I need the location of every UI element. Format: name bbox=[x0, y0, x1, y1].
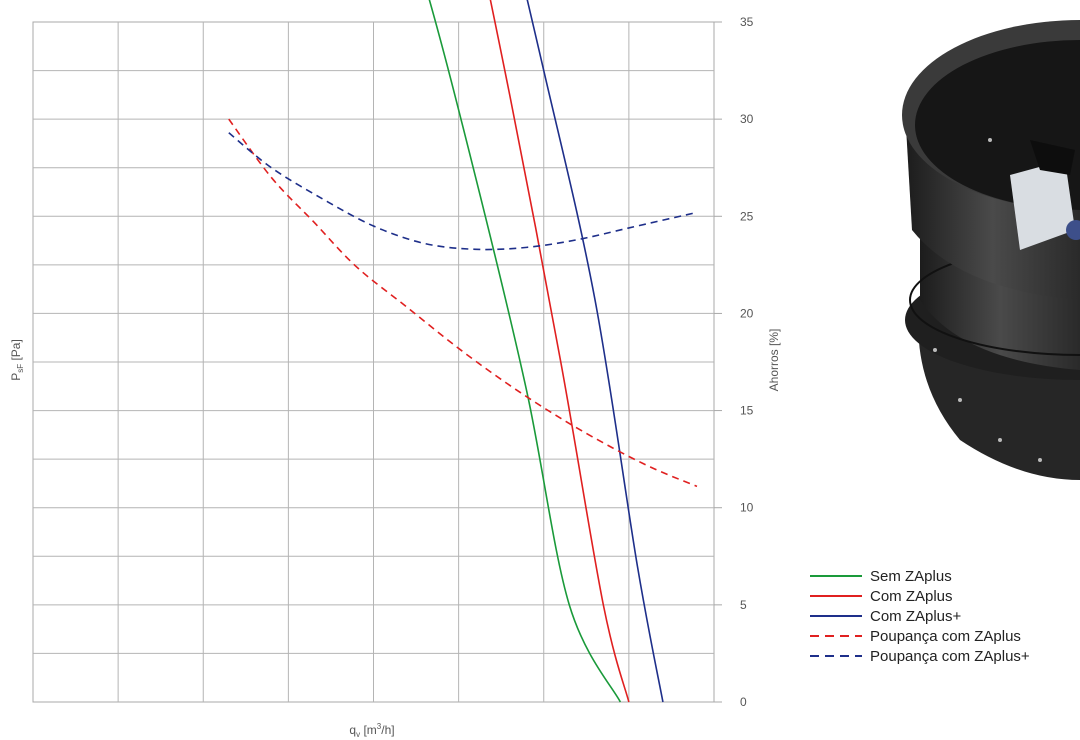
legend-label: Sem ZAplus bbox=[870, 567, 952, 585]
legend-item: Com ZAplus+ bbox=[808, 606, 1030, 626]
chart-legend: Sem ZAplus Com ZAplus Com ZAplus+ Poupança … bbox=[808, 566, 1030, 666]
y-axis-title-left: PsF [Pa] bbox=[9, 339, 25, 381]
legend-item: Poupança com ZAplus+ bbox=[808, 646, 1030, 666]
legend-swatch bbox=[810, 635, 862, 637]
legend-label: Poupança com ZAplus+ bbox=[870, 647, 1030, 665]
legend-label: Com ZAplus+ bbox=[870, 607, 962, 625]
right-axis-tick-label: 30 bbox=[740, 112, 754, 126]
x-axis-title: qv [m3/h] bbox=[349, 722, 394, 739]
y-axis-title-right: Ahorros [%] bbox=[767, 329, 781, 392]
legend-swatch bbox=[810, 615, 862, 617]
legend-item: Sem ZAplus bbox=[808, 566, 1030, 586]
legend-item: Com ZAplus bbox=[808, 586, 1030, 606]
series-line-com-zaplus bbox=[489, 0, 630, 703]
legend-label: Poupança com ZAplus bbox=[870, 627, 1021, 645]
legend-swatch bbox=[810, 655, 862, 657]
right-axis-tick-label: 25 bbox=[740, 209, 754, 223]
right-axis-tick-label: 5 bbox=[740, 598, 747, 612]
right-axis-tick-label: 10 bbox=[740, 501, 754, 515]
legend-swatch bbox=[810, 595, 862, 597]
performance-chart: 0 5 10 15 20 25 30 35 PsF [Pa] Ahorros [%] qv [… bbox=[9, 0, 781, 739]
right-axis-tick-label: 0 bbox=[740, 695, 747, 709]
chart-grid bbox=[32, 21, 715, 703]
chart-series bbox=[228, 0, 698, 703]
right-axis-tick-label: 35 bbox=[740, 15, 754, 29]
series-line-com-zaplus-plus bbox=[526, 0, 664, 703]
fan-product-image bbox=[900, 0, 1080, 490]
right-axis-ticks: 0 5 10 15 20 25 30 35 bbox=[714, 15, 754, 709]
legend-item: Poupança com ZAplus bbox=[808, 626, 1030, 646]
right-axis-tick-label: 20 bbox=[740, 306, 754, 320]
series-line-poupanca-com-zaplus-plus bbox=[228, 132, 698, 251]
right-axis-tick-label: 15 bbox=[740, 404, 754, 418]
series-line-poupanca-com-zaplus bbox=[228, 118, 698, 488]
series-line-sem-zaplus bbox=[428, 0, 622, 703]
legend-label: Com ZAplus bbox=[870, 587, 953, 605]
legend-swatch bbox=[810, 575, 862, 577]
